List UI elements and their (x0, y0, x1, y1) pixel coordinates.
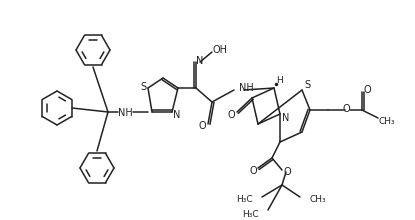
Text: O: O (227, 110, 235, 120)
Text: O: O (198, 121, 206, 131)
Text: H₃C: H₃C (242, 209, 259, 218)
Text: S: S (304, 80, 310, 90)
Text: N: N (173, 110, 181, 120)
Text: CH₃: CH₃ (309, 194, 326, 204)
Text: O: O (283, 167, 291, 177)
Text: S: S (140, 82, 146, 92)
Text: OH: OH (212, 45, 227, 55)
Text: N: N (282, 113, 290, 123)
Text: CH₃: CH₃ (379, 117, 395, 125)
Text: NH: NH (117, 108, 132, 118)
Text: H: H (276, 75, 282, 84)
Text: H₃C: H₃C (237, 194, 253, 204)
Text: N: N (196, 56, 204, 66)
Text: O: O (363, 85, 371, 95)
Text: NH: NH (239, 83, 254, 93)
Text: O: O (342, 104, 350, 114)
Text: O: O (249, 166, 257, 176)
